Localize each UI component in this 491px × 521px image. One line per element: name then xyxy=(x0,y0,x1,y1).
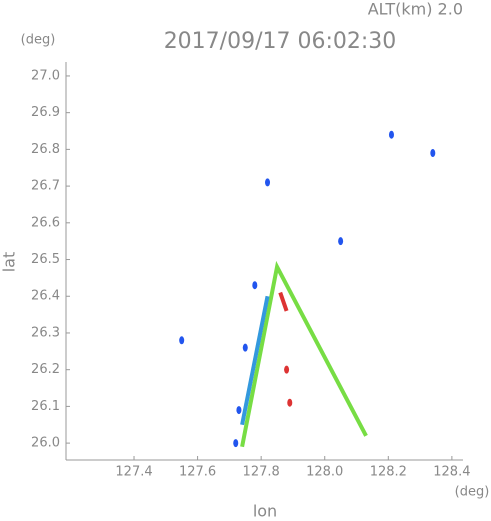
altitude-label: ALT(km) 2.0 xyxy=(368,0,463,19)
y-tick-label: 26.0 xyxy=(31,436,60,451)
y-tick-label: 26.9 xyxy=(31,105,60,120)
x-unit: (deg) xyxy=(455,485,490,500)
x-tick-label: 127.4 xyxy=(115,465,152,480)
y-tick-label: 26.1 xyxy=(31,399,60,414)
y-tick-label: 26.7 xyxy=(31,179,60,194)
echo-point xyxy=(388,130,394,139)
echo-line xyxy=(278,291,289,312)
echo-point xyxy=(233,439,239,448)
echo-point xyxy=(252,281,258,290)
echo-point xyxy=(287,398,293,407)
echo-point xyxy=(284,365,290,374)
x-tick-label: 128.0 xyxy=(306,465,343,480)
y-tick-label: 26.8 xyxy=(31,142,60,157)
y-unit: (deg) xyxy=(21,33,56,48)
chart-title: 2017/09/17 06:02:30 xyxy=(164,29,397,54)
echo-point xyxy=(338,237,344,246)
y-tick-label: 26.6 xyxy=(31,215,60,230)
echo-point xyxy=(430,149,436,158)
x-tick-label: 127.6 xyxy=(179,465,216,480)
echo-point xyxy=(179,336,185,345)
x-tick-label: 127.8 xyxy=(243,465,280,480)
y-tick-label: 26.2 xyxy=(31,362,60,377)
y-axis-label: lat xyxy=(0,252,19,273)
x-axis-label: lon xyxy=(253,502,277,521)
echo-point xyxy=(242,343,248,352)
y-tick-label: 26.3 xyxy=(31,325,60,340)
echo-point xyxy=(265,178,271,187)
y-tick-label: 27.0 xyxy=(31,68,60,83)
echo-point xyxy=(236,406,242,415)
y-tick-label: 26.5 xyxy=(31,252,60,267)
echo-line xyxy=(240,260,368,448)
x-tick-label: 128.4 xyxy=(433,465,470,480)
y-tick-label: 26.4 xyxy=(31,289,60,304)
echo-line xyxy=(240,295,270,426)
x-tick-label: 128.2 xyxy=(370,465,407,480)
